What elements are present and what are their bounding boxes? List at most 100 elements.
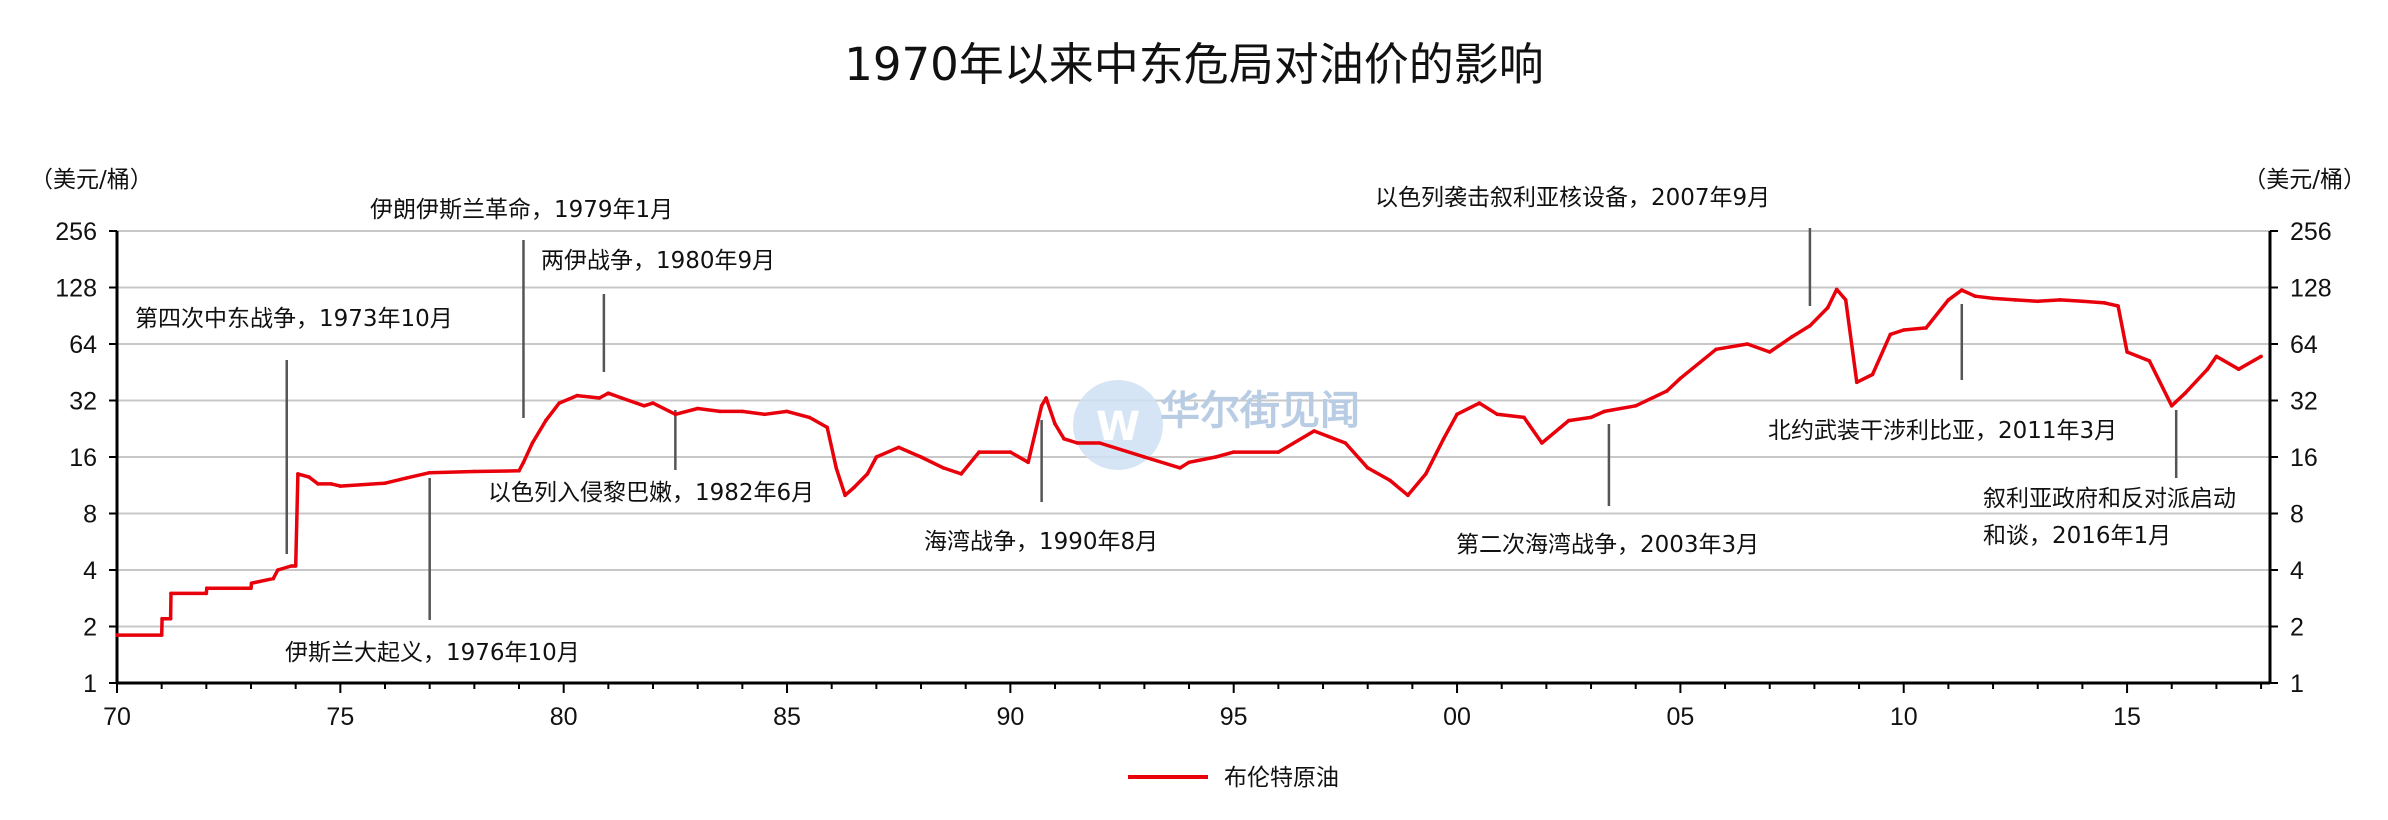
data-point xyxy=(159,633,164,637)
data-point xyxy=(1870,372,1875,377)
data-point xyxy=(1455,412,1459,417)
data-point xyxy=(1888,332,1893,337)
data-point xyxy=(1142,455,1147,459)
data-point xyxy=(168,616,173,621)
data-point xyxy=(1062,437,1066,441)
data-point xyxy=(1665,389,1669,393)
y-right-tick-label: 16 xyxy=(2290,444,2318,472)
y-left-tick-label: 32 xyxy=(69,388,97,416)
data-point xyxy=(1826,305,1830,310)
data-point xyxy=(1495,412,1499,417)
data-point xyxy=(1441,437,1446,441)
x-tick-label: 70 xyxy=(103,703,131,731)
x-tick-label: 15 xyxy=(2113,703,2141,731)
data-point xyxy=(642,404,646,408)
y-left-tick-label: 256 xyxy=(55,218,97,246)
data-point xyxy=(2183,391,2187,396)
data-point xyxy=(276,568,280,572)
data-point xyxy=(919,455,923,459)
data-point xyxy=(1991,296,1995,301)
data-point xyxy=(115,633,119,637)
data-point xyxy=(1178,466,1182,470)
data-point xyxy=(1039,404,1044,408)
data-point xyxy=(521,460,526,465)
y-left-tick-label: 8 xyxy=(83,501,97,529)
data-point xyxy=(2058,298,2062,302)
y-right-tick-label: 32 xyxy=(2290,388,2318,416)
annotation-label: 海湾战争，1990年8月 xyxy=(924,529,1158,555)
data-point xyxy=(2214,354,2219,359)
annotation-label: 伊朗伊斯兰革命，1979年1月 xyxy=(370,197,673,223)
data-point xyxy=(530,441,535,445)
data-point xyxy=(597,396,602,400)
x-tick-label: 75 xyxy=(326,703,354,731)
data-point xyxy=(271,576,276,581)
data-point xyxy=(1044,396,1048,400)
legend-label: 布伦特原油 xyxy=(1224,765,1339,791)
data-point xyxy=(472,469,477,474)
data-point xyxy=(1602,409,1607,414)
y-left-tick-label: 1 xyxy=(83,670,97,698)
data-point xyxy=(1790,334,1794,339)
watermark-logo: W 华尔街见闻 xyxy=(1073,380,1360,470)
data-point xyxy=(2125,350,2129,354)
data-point xyxy=(896,445,901,450)
data-point xyxy=(1834,287,1839,292)
annotation-label: 两伊战争，1980年9月 xyxy=(541,248,775,274)
data-point xyxy=(2236,367,2241,372)
data-point xyxy=(1312,429,1316,433)
data-point xyxy=(296,472,300,476)
y-left-tick-label: 16 xyxy=(69,444,97,472)
data-point xyxy=(2013,298,2018,302)
data-point xyxy=(544,418,548,423)
data-point xyxy=(1745,342,1750,346)
data-point xyxy=(2147,359,2152,363)
data-point xyxy=(1714,347,1718,352)
annotation-label: 伊斯兰大起义，1976年10月 xyxy=(285,640,580,666)
x-tick-label: 10 xyxy=(1890,703,1918,731)
annotation-label: 以色列袭击叙利亚核设备，2007年9月 xyxy=(1375,185,1770,211)
y-right-tick-label: 4 xyxy=(2290,557,2304,585)
data-point xyxy=(2102,301,2107,305)
data-point xyxy=(852,485,856,490)
data-point xyxy=(606,391,611,396)
data-point xyxy=(517,469,521,473)
data-point xyxy=(1424,472,1428,476)
annotation-label: 和谈，2016年1月 xyxy=(1983,523,2171,549)
y-left-tick-label: 64 xyxy=(69,331,97,359)
data-point xyxy=(619,396,624,400)
data-point xyxy=(673,412,678,417)
data-point xyxy=(427,470,432,475)
data-point xyxy=(1276,450,1281,454)
x-tick-label: 00 xyxy=(1443,703,1471,731)
data-point xyxy=(1008,450,1013,454)
data-point xyxy=(740,409,745,414)
watermark-circle xyxy=(1073,380,1163,470)
data-point xyxy=(1808,324,1812,328)
data-point xyxy=(785,409,789,414)
y-left-tick-label: 128 xyxy=(55,275,97,303)
y-right-tick-label: 8 xyxy=(2290,501,2304,529)
data-point xyxy=(249,586,253,590)
data-point xyxy=(1589,415,1593,420)
data-point xyxy=(865,472,870,476)
data-point xyxy=(1365,466,1370,470)
data-point xyxy=(1946,298,1951,302)
data-point xyxy=(293,564,298,568)
gridlines xyxy=(117,230,2270,628)
data-point xyxy=(834,466,838,470)
x-tick-label: 85 xyxy=(773,703,801,731)
data-point xyxy=(1678,376,1683,381)
data-point xyxy=(718,409,722,414)
data-point xyxy=(405,476,410,480)
series xyxy=(115,287,2263,637)
data-point xyxy=(205,586,209,590)
y-axis-unit-right: （美元/桶） xyxy=(2243,167,2366,193)
data-point xyxy=(1973,294,1977,299)
data-point xyxy=(557,401,561,405)
annotation-label: 北约武装干涉利比亚，2011年3月 xyxy=(1768,418,2117,444)
annotation-label: 以色列入侵黎巴嫩，1982年6月 xyxy=(488,480,814,506)
data-point xyxy=(1406,493,1410,498)
data-point xyxy=(2080,299,2085,304)
